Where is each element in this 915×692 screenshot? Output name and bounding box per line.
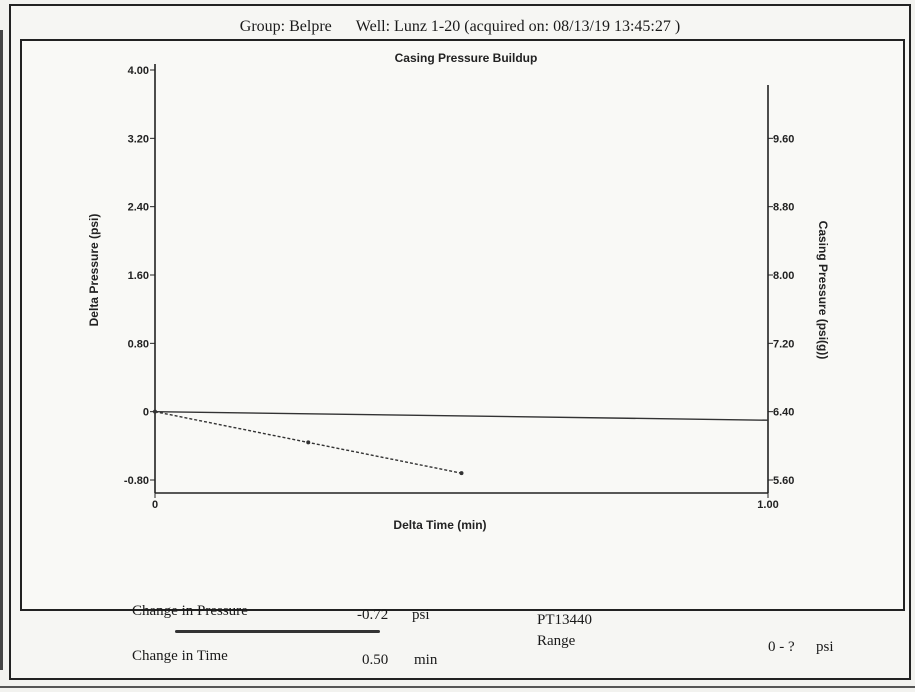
series-line-2 <box>154 410 769 421</box>
range-label: Range <box>537 633 576 649</box>
time-change-unit: min <box>414 652 438 668</box>
group-label: Group: Belpre <box>239 18 332 35</box>
report-frame: Group: Belpre Well: Lunz 1-20 (acquired … <box>9 4 911 680</box>
sensor-id: PT13440 <box>537 612 593 628</box>
data-point <box>306 440 311 445</box>
y-tick-label: 3.20 <box>128 133 149 145</box>
well-label: Well: Lunz 1-20 (acquired on: 08/13/19 1… <box>355 18 681 35</box>
y2-tick-label: 8.80 <box>773 202 794 214</box>
x-tick-label: 0 <box>152 499 158 511</box>
report-header: Group: Belpre Well: Lunz 1-20 (acquired … <box>11 18 909 36</box>
x-axis-label: Delta Time (min) <box>393 518 486 532</box>
pressure-change-unit: psi <box>412 607 430 623</box>
y2-tick-label: 7.20 <box>773 338 794 350</box>
underline-rule <box>175 630 380 633</box>
chart-title: Casing Pressure Buildup <box>395 51 538 65</box>
x-tick-label: 1.00 <box>757 499 778 511</box>
y-tick-label: 0.80 <box>128 338 149 350</box>
range-value: 0 - ? <box>768 639 795 655</box>
left-border-line <box>0 30 3 670</box>
axes-group <box>154 64 769 494</box>
time-change-label: Change in Time <box>132 648 228 664</box>
y2-tick-label: 9.60 <box>773 133 794 145</box>
y-tick-label: -0.80 <box>124 475 149 487</box>
y2-tick-label: 6.40 <box>773 407 794 419</box>
y2-axis-label: Casing Pressure (psi(g)) <box>816 221 830 360</box>
y-tick-label: 4.00 <box>128 65 149 77</box>
y-tick-label: 2.40 <box>128 202 149 214</box>
y-tick-label: 0 <box>143 407 149 419</box>
ticks-group: -0.8000.801.602.403.204.005.606.407.208.… <box>124 65 795 511</box>
series-group <box>153 409 769 476</box>
pressure-change-label: Change in Pressure <box>132 603 248 619</box>
time-change-value: 0.50 <box>362 652 389 668</box>
y2-tick-label: 8.00 <box>773 270 794 282</box>
y-axis-label: Delta Pressure (psi) <box>87 214 101 327</box>
y-tick-label: 1.60 <box>128 270 149 282</box>
pressure-change-value: -0.72 <box>357 607 389 623</box>
y2-tick-label: 5.60 <box>773 475 794 487</box>
bottom-border-line <box>0 686 915 688</box>
data-point <box>459 471 464 476</box>
plot-panel <box>20 39 905 611</box>
range-unit: psi <box>816 639 834 655</box>
